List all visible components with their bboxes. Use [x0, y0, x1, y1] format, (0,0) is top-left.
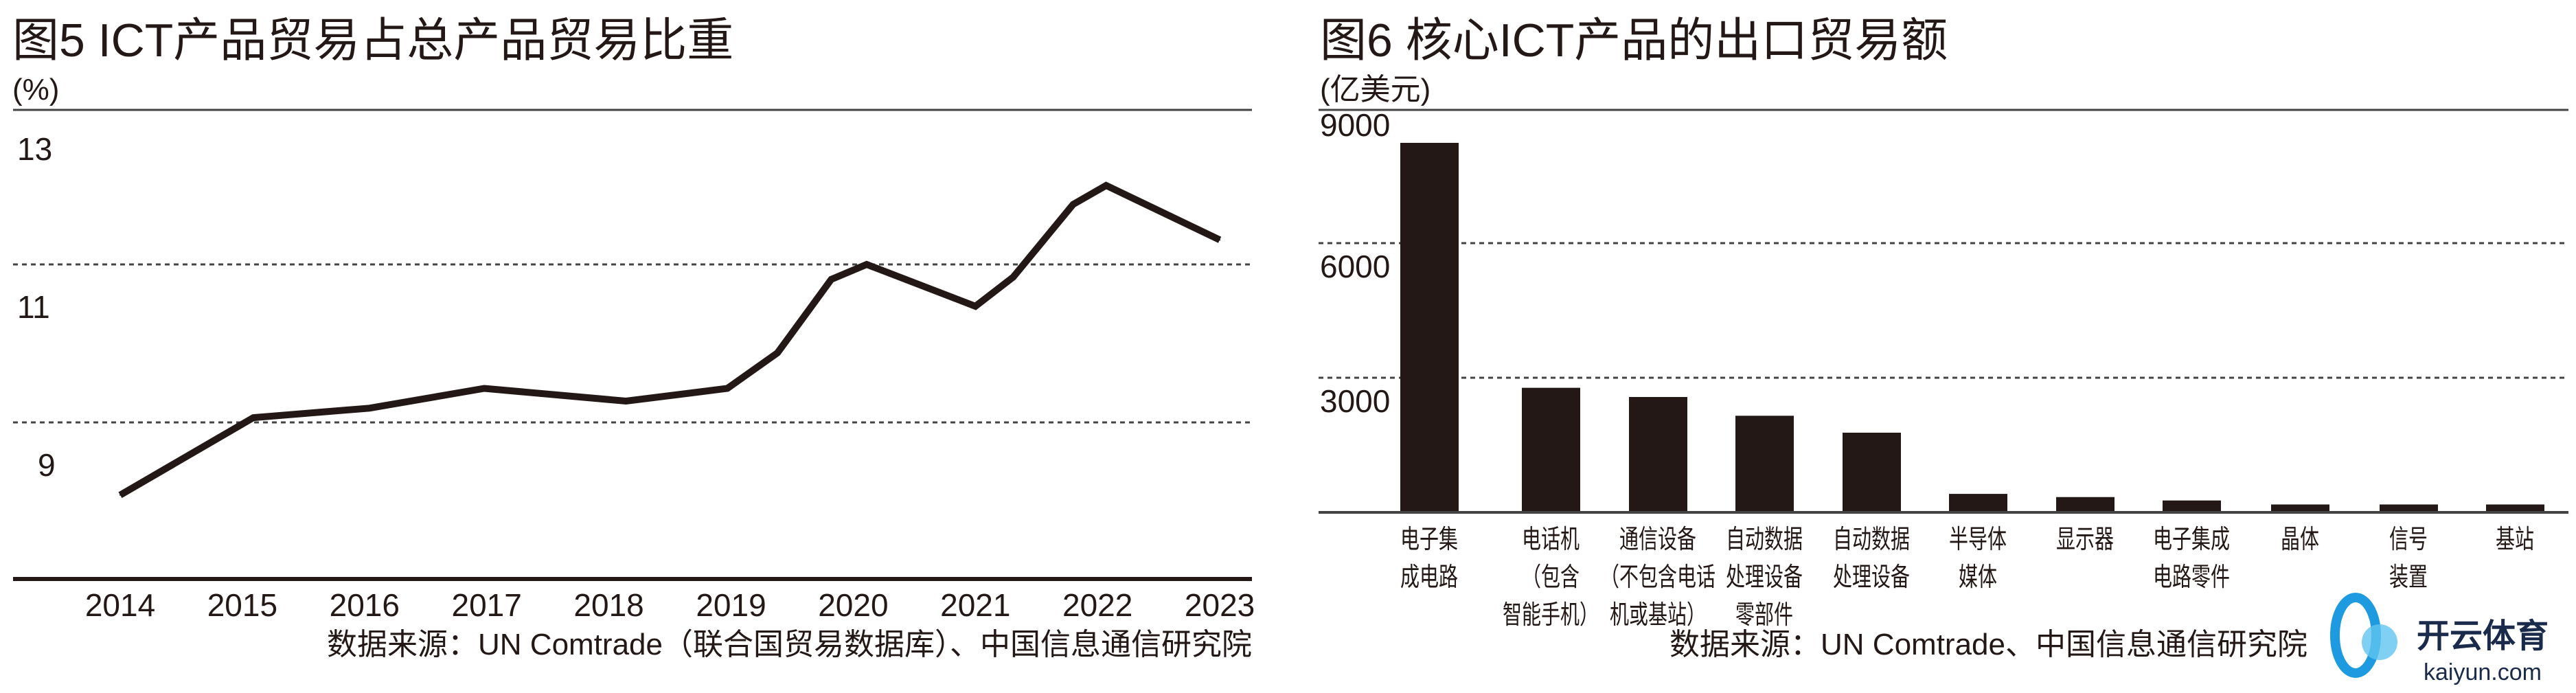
x-tick-label: 2017 — [452, 587, 522, 623]
data-point — [625, 400, 627, 402]
line-chart-x-ticks: 2014 2015 2016 2017 2018 2019 2020 2021 2022 2023 — [85, 587, 1255, 623]
bar-chart-source: 数据来源：UN Comtrade、中国信息通信研究院 — [1669, 628, 2307, 661]
data-point — [252, 417, 254, 419]
data-point — [830, 278, 832, 280]
x-tick-label: 2022 — [1062, 587, 1132, 623]
category-label: 处理设备 — [1726, 563, 1803, 592]
category-label: 成电路 — [1400, 563, 1458, 592]
bar — [1949, 494, 2007, 512]
logo-text-en: kaiyun.com — [2424, 659, 2542, 685]
line-series-ict-share — [118, 181, 1222, 499]
bar-chart-y-ticks: 9000 6000 3000 — [1320, 107, 1390, 419]
data-point — [1105, 185, 1107, 186]
x-tick-label: 2019 — [696, 587, 766, 623]
data-point — [483, 387, 486, 389]
category-label: 装置 — [2389, 563, 2428, 592]
x-tick-label: 2015 — [207, 587, 277, 623]
data-point — [865, 264, 867, 265]
bar — [1735, 416, 1794, 512]
bar — [1400, 142, 1459, 513]
kaiyun-logo: 开云体育 kaiyun.com — [2330, 593, 2549, 685]
category-label: 智能手机） — [1503, 601, 1599, 630]
bar — [1843, 432, 1901, 512]
line-chart-y-ticks: 13 11 9 — [17, 131, 56, 483]
category-label: 信号 — [2389, 525, 2428, 554]
category-label: 电子集 — [1400, 525, 1458, 554]
bar-chart-title: 图6 核心ICT产品的出口贸易额 — [1320, 14, 1948, 67]
category-label: 电子集成 — [2153, 525, 2230, 554]
data-point — [1012, 276, 1014, 278]
logo-text-cn: 开云体育 — [2417, 618, 2549, 655]
x-tick-label: 2014 — [85, 587, 155, 623]
bar-chart-gridlines — [1319, 242, 2568, 379]
category-label: 处理设备 — [1833, 563, 1910, 592]
x-tick-label: 2018 — [573, 587, 643, 623]
x-tick-label: 2020 — [818, 587, 888, 623]
bar — [1522, 387, 1580, 512]
line-chart-gridlines — [13, 263, 1252, 424]
category-label: 通信设备 — [1619, 525, 1696, 554]
data-point — [119, 494, 121, 496]
bar — [2271, 504, 2329, 512]
data-point — [974, 305, 977, 307]
y-tick-label: 6000 — [1320, 249, 1390, 284]
category-label: 媒体 — [1959, 563, 1997, 592]
y-tick-label: 11 — [17, 289, 50, 325]
category-label: 零部件 — [1735, 601, 1793, 630]
category-label: （包含 — [1522, 563, 1580, 592]
x-tick-label: 2016 — [330, 587, 400, 623]
category-label: 半导体 — [1949, 525, 2007, 554]
category-label: 晶体 — [2281, 525, 2319, 554]
line-chart-source: 数据来源：UN Comtrade（联合国贸易数据库）、中国信息通信研究院 — [327, 628, 1252, 661]
logo-ball-icon — [2362, 624, 2397, 660]
y-tick-label: 9000 — [1320, 107, 1390, 143]
category-label: 自动数据 — [1833, 525, 1910, 554]
y-tick-label: 9 — [38, 447, 56, 483]
bar — [2380, 504, 2438, 512]
category-label: 自动数据 — [1726, 525, 1803, 554]
bar — [2056, 497, 2115, 512]
x-tick-label: 2023 — [1185, 587, 1255, 623]
x-tick-label: 2021 — [940, 587, 1010, 623]
category-label: 显示器 — [2056, 525, 2114, 554]
category-label: （不包含电话 — [1600, 563, 1716, 592]
bar-chart-unit: (亿美元) — [1320, 73, 1431, 106]
bar — [1629, 397, 1687, 512]
category-label: 基站 — [2496, 525, 2534, 554]
y-tick-label: 3000 — [1320, 383, 1390, 419]
bar — [2486, 504, 2544, 512]
data-point — [1072, 203, 1074, 205]
data-point — [727, 387, 729, 389]
line-chart-title: 图5 ICT产品贸易占总产品贸易比重 — [12, 14, 733, 67]
data-point — [1219, 239, 1221, 241]
category-label: 电话机 — [1522, 525, 1580, 554]
line-chart-points — [119, 185, 1221, 496]
line-chart-unit: (%) — [12, 73, 59, 106]
data-point — [777, 352, 779, 354]
bar — [2163, 500, 2221, 512]
bar-chart-bars — [1400, 142, 2544, 513]
category-label: 电路零件 — [2153, 563, 2230, 592]
y-tick-label: 13 — [17, 131, 52, 167]
category-label: 机或基站） — [1610, 601, 1706, 630]
data-point — [368, 407, 370, 409]
